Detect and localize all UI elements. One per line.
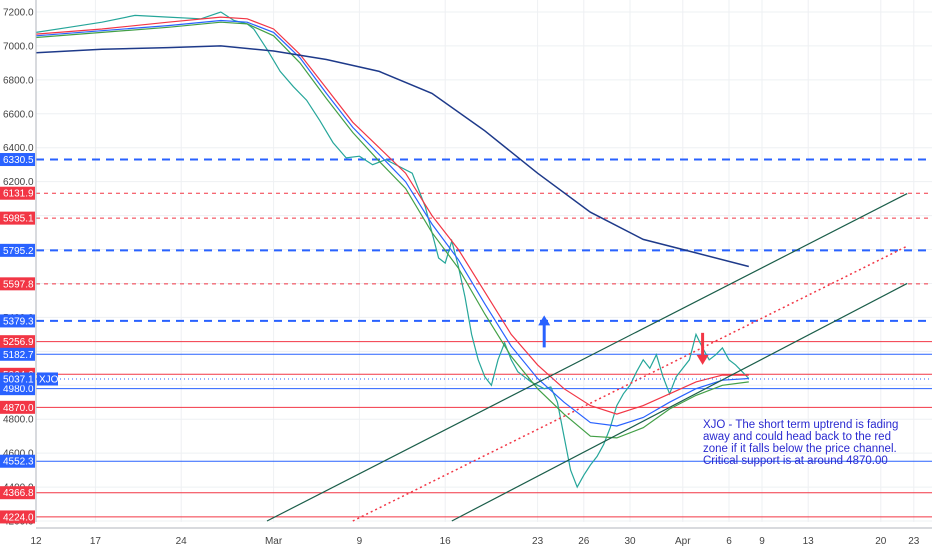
price-badge-bg	[0, 243, 35, 257]
price-badge-label: 4552.3	[3, 457, 34, 468]
price-badge: 5182.7	[0, 347, 35, 361]
arrow-down-icon	[696, 332, 709, 365]
price-badge-bg	[0, 186, 35, 200]
price-badge-label: 4366.8	[3, 488, 34, 499]
x-tick-label: 20	[875, 536, 887, 547]
price-badge: 6131.9	[0, 186, 35, 200]
price-badge-bg	[0, 277, 35, 291]
price-badge: 4366.8	[0, 486, 35, 500]
price-badge-label: 5182.7	[3, 350, 34, 361]
y-tick-label: 7200.0	[3, 8, 34, 19]
price-badge-bg	[0, 454, 35, 468]
x-tick-label: 17	[90, 536, 102, 547]
price-badge-label: 4870.0	[3, 403, 34, 414]
annotation-line: away and could head back to the red	[703, 431, 891, 443]
price-badge: 5985.1	[0, 211, 35, 225]
x-tick-label: 9	[357, 536, 363, 547]
y-tick-label: 4800.0	[3, 415, 34, 426]
y-tick-label: 6400.0	[3, 143, 34, 154]
price-badge: 4870.0	[0, 400, 35, 414]
x-tick-label: Mar	[265, 536, 283, 547]
annotation-line: zone if it falls below the price channel…	[703, 443, 897, 455]
price-badge: 5597.8	[0, 277, 35, 291]
price-badge-bg	[0, 400, 35, 414]
symbol-badge-bg	[37, 372, 58, 386]
chart-grid	[35, 0, 932, 522]
x-tick-label: 12	[30, 536, 42, 547]
x-tick-label: 6	[726, 536, 732, 547]
direction-arrows	[538, 315, 709, 365]
x-tick-label: 9	[759, 536, 765, 547]
y-tick-label: 6600.0	[3, 109, 34, 120]
price-level-badges: 6330.5 6131.9 5985.1 5795.2 5597.8 5379.3 5256…	[0, 153, 932, 524]
annotation-line: Critical support is at around 4870.00	[703, 455, 888, 467]
price-badge-label: 5256.9	[3, 337, 34, 348]
symbol-badge-label: XJO	[39, 374, 59, 385]
price-badge-bg	[0, 486, 35, 500]
price-badge: 6330.5	[0, 153, 35, 167]
series-line	[35, 45, 749, 268]
x-axis: 12 17 24 Mar 9 16 23 26 30 Apr 6 9 13 20 23	[30, 527, 932, 547]
price-badge-label: 6330.5	[3, 155, 34, 166]
price-badge-label: 4980.0	[3, 384, 34, 395]
price-badge-bg	[0, 153, 35, 167]
last-price-value: 5037.1	[3, 374, 34, 385]
last-price-badge: 5037.1 XJO	[0, 372, 59, 386]
channel-line	[266, 193, 908, 522]
last-price-badge-bg	[0, 372, 35, 386]
price-badge-label: 4224.0	[3, 512, 34, 523]
price-badge-label: 5379.3	[3, 316, 34, 327]
series-line	[35, 11, 750, 489]
price-badge-label: 5795.2	[3, 246, 34, 257]
chart-annotation: XJO - The short term uptrend is fading aw…	[703, 419, 898, 467]
arrow-up-icon	[538, 315, 551, 348]
y-tick-label: 6200.0	[3, 177, 34, 188]
y-tick-label: 6800.0	[3, 75, 34, 86]
price-channel	[266, 193, 908, 522]
price-badge: 5379.3	[0, 314, 35, 328]
price-badge-bg	[0, 335, 35, 349]
price-badge-bg	[0, 211, 35, 225]
channel-line	[451, 282, 908, 522]
series-line	[35, 21, 749, 439]
x-tick-label: 13	[803, 536, 815, 547]
arrow-head	[538, 315, 551, 326]
price-badge: 4224.0	[0, 510, 35, 524]
x-tick-label: 26	[578, 536, 590, 547]
price-badge-label: 5985.1	[3, 214, 34, 225]
series-line	[35, 19, 749, 427]
x-tick-label: 16	[440, 536, 452, 547]
price-badge-bg	[0, 347, 35, 361]
x-tick-label: 23	[908, 536, 920, 547]
price-badge: 5795.2	[0, 243, 35, 257]
arrow-head	[696, 354, 709, 365]
price-badge-bg	[0, 510, 35, 524]
x-tick-label: 24	[176, 536, 188, 547]
x-tick-label: 30	[624, 536, 636, 547]
series-line	[35, 16, 749, 415]
price-badge-label: 6131.9	[3, 189, 34, 200]
y-axis: 4200.04400.04600.04800.05000.05200.05400…	[3, 0, 37, 528]
x-tick-label: 23	[532, 536, 544, 547]
y-tick-label: 7000.0	[3, 41, 34, 52]
y-tick-label: 4600.0	[3, 449, 34, 460]
price-levels	[36, 158, 932, 518]
projected-trend-line	[352, 245, 908, 522]
price-badge: 4552.3	[0, 454, 35, 468]
annotation-line: XJO - The short term uptrend is fading	[703, 419, 898, 431]
price-badge-bg	[0, 314, 35, 328]
price-badge-label: 5597.8	[3, 279, 34, 290]
price-badge: 5256.9	[0, 335, 35, 349]
price-series	[35, 11, 750, 489]
x-tick-label: Apr	[675, 536, 691, 547]
